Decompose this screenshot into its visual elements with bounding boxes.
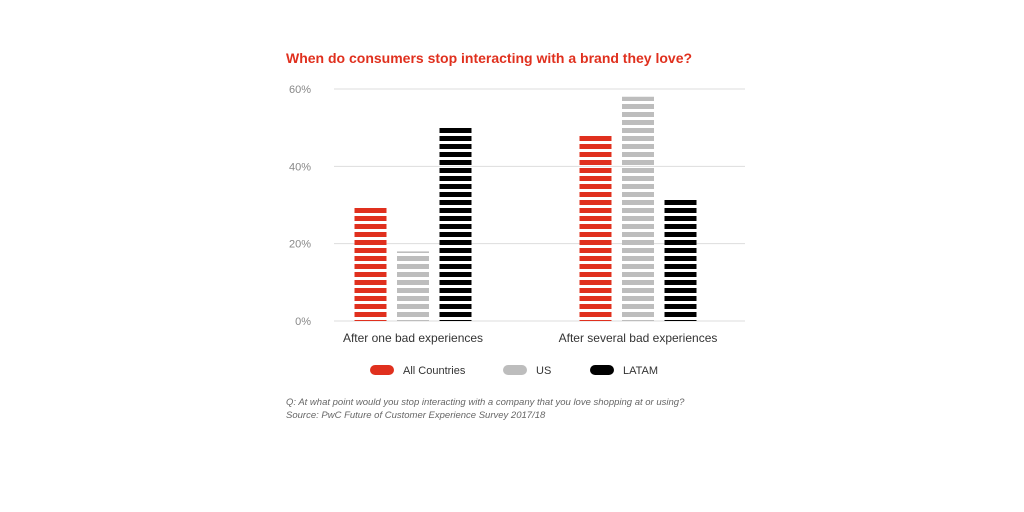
footnote-source: Source: PwC Future of Customer Experienc… xyxy=(286,410,546,421)
bar-us xyxy=(397,251,429,321)
bar-latam xyxy=(439,127,472,322)
x-tick-label: After one bad experiences xyxy=(343,331,483,345)
bars xyxy=(354,96,697,322)
y-tick-label: 60% xyxy=(289,84,311,96)
y-tick-label: 40% xyxy=(289,161,311,173)
legend-label: All Countries xyxy=(403,365,466,377)
legend-label: US xyxy=(536,365,551,377)
y-tick-label: 20% xyxy=(289,239,311,251)
y-axis-labels: 0% 20% 40% 60% xyxy=(289,84,311,328)
footnote: Q: At what point would you stop interact… xyxy=(286,396,684,422)
bar-latam xyxy=(664,197,697,321)
bar-all-countries xyxy=(354,205,387,321)
y-tick-label: 0% xyxy=(295,316,311,328)
footnote-question: Q: At what point would you stop interact… xyxy=(286,397,685,408)
x-axis-labels: After one bad experiences After several b… xyxy=(343,331,717,345)
bar-us xyxy=(622,96,654,321)
legend: All Countries US LATAM xyxy=(370,365,658,377)
legend-label: LATAM xyxy=(623,365,658,377)
legend-swatch xyxy=(590,365,614,375)
legend-swatch xyxy=(370,365,394,375)
bar-all-countries xyxy=(579,135,612,321)
x-tick-label: After several bad experiences xyxy=(559,331,718,345)
chart-title: When do consumers stop interacting with … xyxy=(286,50,693,66)
legend-swatch xyxy=(503,365,527,375)
